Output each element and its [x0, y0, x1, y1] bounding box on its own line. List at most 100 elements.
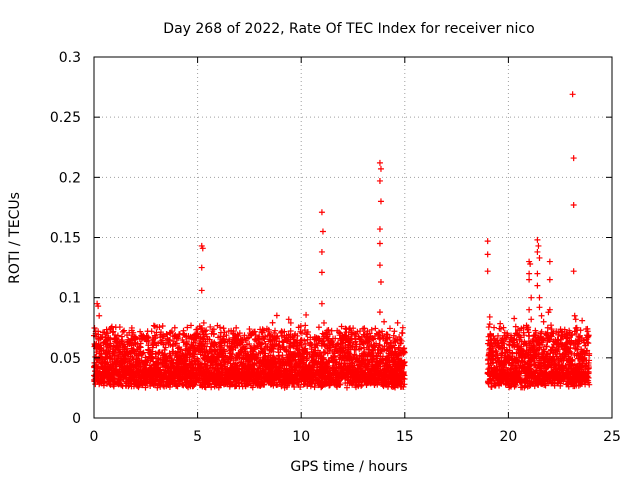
data-point — [325, 327, 332, 334]
data-point — [373, 340, 380, 347]
data-point — [357, 345, 364, 352]
data-point — [302, 340, 309, 347]
data-point — [246, 340, 253, 347]
data-point — [203, 327, 210, 334]
data-point — [320, 338, 327, 345]
data-point — [338, 341, 345, 348]
data-point — [139, 350, 146, 357]
data-point — [148, 328, 155, 335]
data-point — [96, 312, 103, 319]
data-point — [326, 331, 333, 338]
data-point — [390, 332, 397, 339]
data-point — [488, 384, 495, 391]
data-point — [212, 340, 219, 347]
data-point — [252, 332, 259, 339]
data-point — [236, 330, 243, 337]
data-point — [273, 312, 280, 319]
data-point — [233, 324, 240, 331]
data-point — [108, 324, 115, 331]
data-point — [157, 329, 164, 336]
data-point — [130, 329, 137, 336]
data-point — [287, 327, 294, 334]
data-point — [399, 330, 406, 337]
data-point — [297, 384, 304, 391]
data-point — [278, 383, 285, 390]
data-point — [511, 315, 518, 322]
data-point — [287, 348, 294, 355]
data-point — [191, 351, 198, 358]
data-point — [313, 340, 320, 347]
data-point — [110, 328, 117, 335]
data-point — [238, 349, 245, 356]
data-point — [210, 362, 217, 369]
data-point — [401, 358, 408, 365]
data-point — [400, 369, 407, 376]
data-point — [184, 324, 191, 331]
data-point — [401, 381, 408, 388]
data-point — [116, 324, 123, 331]
data-point — [140, 349, 147, 356]
data-point — [294, 332, 301, 339]
data-point — [376, 226, 383, 233]
data-point — [493, 348, 500, 355]
data-point — [163, 358, 170, 365]
series-roti — [90, 91, 593, 391]
data-point — [386, 325, 393, 332]
data-point — [490, 359, 497, 366]
data-point — [302, 322, 309, 329]
data-point — [291, 384, 298, 391]
data-point — [119, 337, 126, 344]
data-point — [491, 324, 498, 331]
data-point — [315, 324, 322, 331]
data-point — [210, 330, 217, 337]
data-point — [220, 325, 227, 332]
data-point — [316, 336, 323, 343]
data-point — [354, 328, 361, 335]
data-point — [217, 382, 224, 389]
data-point — [276, 342, 283, 349]
data-point — [377, 165, 384, 172]
data-point — [376, 240, 383, 247]
data-point — [318, 269, 325, 276]
data-point — [150, 322, 157, 329]
data-point — [246, 326, 253, 333]
data-point — [110, 343, 117, 350]
data-point — [301, 337, 308, 344]
data-point — [319, 228, 326, 235]
data-point — [102, 333, 109, 340]
data-point — [174, 383, 181, 390]
data-point — [281, 328, 288, 335]
data-point — [239, 336, 246, 343]
data-point — [198, 287, 205, 294]
data-point — [485, 324, 492, 331]
data-point — [190, 383, 197, 390]
data-point — [217, 324, 224, 331]
data-point — [279, 352, 286, 359]
data-point — [337, 381, 344, 388]
data-point — [366, 351, 373, 358]
data-point — [265, 328, 272, 335]
data-point — [167, 329, 174, 336]
data-point — [149, 354, 156, 361]
data-point — [188, 322, 195, 329]
data-point — [194, 356, 201, 363]
data-point — [494, 332, 501, 339]
data-point — [107, 342, 114, 349]
data-points — [90, 91, 593, 391]
data-point — [331, 352, 338, 359]
data-point — [242, 345, 249, 352]
data-point — [121, 327, 128, 334]
data-point — [204, 340, 211, 347]
data-point — [159, 322, 166, 329]
data-point — [149, 344, 156, 351]
data-point — [269, 319, 276, 326]
data-point — [376, 177, 383, 184]
data-point — [326, 358, 333, 365]
data-point — [399, 324, 406, 331]
data-point — [372, 325, 379, 332]
data-point — [350, 325, 357, 332]
data-point — [366, 330, 373, 337]
data-point — [178, 346, 185, 353]
data-point — [353, 369, 360, 376]
